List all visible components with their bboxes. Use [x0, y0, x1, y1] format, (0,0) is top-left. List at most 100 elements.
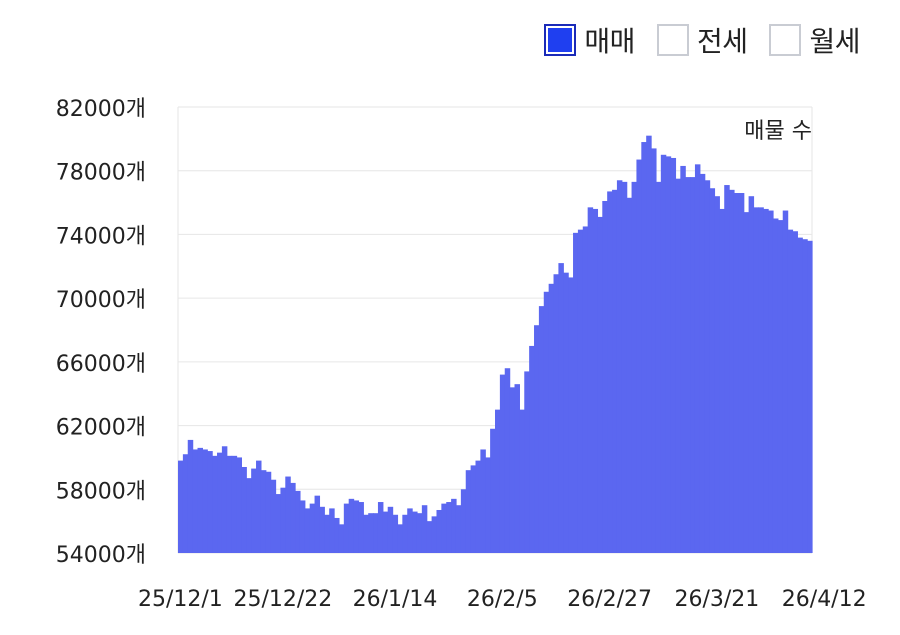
chart-bar: [592, 208, 599, 553]
chart-bar: [455, 505, 462, 553]
chart-bar: [373, 513, 379, 553]
legend-swatch-jeonse[interactable]: [656, 24, 689, 56]
chart-bar: [304, 508, 311, 553]
chart-bar: [202, 449, 208, 553]
chart-bar: [514, 384, 520, 553]
chart-bar: [495, 409, 501, 553]
chart-bar: [685, 177, 691, 553]
chart-bar: [329, 508, 335, 553]
chart-bar: [538, 306, 545, 553]
chart-bar: [499, 374, 506, 553]
chart-bar: [612, 189, 618, 553]
chart-bar: [719, 208, 725, 553]
chart-bar: [748, 196, 755, 553]
chart-bar: [641, 142, 647, 554]
chart-bar: [729, 189, 735, 553]
chart-bar: [192, 449, 199, 553]
chart-bar: [787, 229, 794, 553]
chart-bar: [558, 263, 564, 553]
chart-bar: [563, 272, 569, 553]
chart-bar: [251, 468, 257, 553]
chart-bar: [260, 470, 267, 553]
x-tick-label: 25/12/1: [138, 587, 223, 612]
chart-bar: [607, 191, 613, 554]
chart-bar: [743, 212, 750, 553]
chart-bar: [236, 457, 242, 553]
chart-bar: [753, 207, 759, 553]
chart-bar: [543, 291, 550, 553]
y-tick-label: 82000개: [56, 97, 146, 122]
chart-bar: [651, 148, 657, 553]
chart-bar: [368, 513, 374, 553]
chart-bar: [465, 470, 472, 553]
chart-bar: [392, 514, 399, 553]
chart-bar: [577, 229, 584, 553]
chart-bar: [270, 479, 277, 553]
x-tick-label: 26/2/27: [567, 587, 652, 612]
chart-bar: [626, 197, 633, 554]
chart-bar: [631, 181, 638, 554]
chart-bar: [314, 495, 321, 553]
chart-bar: [397, 524, 403, 553]
chart-bar: [792, 231, 798, 554]
chart-bar: [217, 452, 223, 553]
chart-annotation: 매물 수: [744, 119, 812, 144]
y-tick-label: 54000개: [56, 543, 146, 568]
chart-bar: [807, 240, 813, 554]
chart-bars: [178, 135, 813, 554]
y-tick-label: 78000개: [56, 161, 146, 186]
chart-bar: [670, 157, 677, 553]
y-tick-label: 74000개: [56, 224, 146, 249]
chart-bar: [280, 487, 286, 553]
chart-bar: [690, 177, 696, 553]
chart-bar: [377, 502, 384, 553]
x-tick-label: 26/1/14: [353, 587, 438, 612]
chart-bar: [231, 455, 238, 553]
chart-bar: [436, 509, 442, 553]
chart-bar: [470, 465, 477, 553]
legend-label-jeonse: 전세: [696, 25, 748, 58]
chart-bar: [299, 500, 306, 553]
chart-bar: [421, 505, 428, 553]
chart-bar: [295, 490, 301, 553]
y-tick-label: 62000개: [56, 416, 146, 441]
chart-bar: [187, 439, 194, 553]
chart-bar: [724, 185, 730, 554]
chart-bar: [694, 164, 701, 553]
legend-item-sale[interactable]: 매매: [544, 20, 635, 60]
chart-bar: [485, 457, 491, 553]
x-tick-label: 25/12/22: [233, 587, 332, 612]
chart-bar: [597, 216, 603, 553]
chart-bar: [524, 371, 530, 553]
chart-bar: [343, 503, 350, 553]
chart-bar: [733, 193, 740, 553]
chart-bar: [616, 180, 623, 553]
chart-bar: [382, 511, 389, 553]
chart-bar: [309, 503, 316, 553]
chart-bar: [602, 200, 608, 554]
x-tick-label: 26/3/21: [674, 587, 759, 612]
chart-bar: [226, 455, 233, 553]
legend-swatch-monthly-rent[interactable]: [769, 24, 802, 56]
chart-bar: [348, 498, 355, 553]
chart-bar: [655, 181, 662, 554]
chart-bar: [709, 188, 716, 554]
chart-bar: [680, 165, 686, 553]
chart-bar: [802, 239, 808, 553]
chart-bar: [256, 460, 262, 553]
chart-bar: [212, 455, 218, 553]
chart-bar: [636, 159, 642, 553]
legend-item-jeonse[interactable]: 전세: [656, 20, 748, 60]
chart-bar: [426, 521, 433, 553]
chart-bar: [534, 325, 540, 553]
chart-bar: [782, 210, 789, 554]
y-axis-ticks: 82000개 78000개 74000개 70000개 66000개 62000개 5800…: [56, 97, 146, 568]
chart-legend: 매매 전세 월세: [544, 20, 860, 60]
legend-item-monthly-rent[interactable]: 월세: [769, 20, 860, 60]
chart-bar: [353, 500, 360, 553]
chart-bar: [324, 514, 330, 553]
chart-bar: [441, 503, 447, 553]
legend-swatch-sale[interactable]: [544, 24, 577, 56]
chart-bar: [529, 345, 535, 553]
chart-bar: [777, 220, 784, 553]
